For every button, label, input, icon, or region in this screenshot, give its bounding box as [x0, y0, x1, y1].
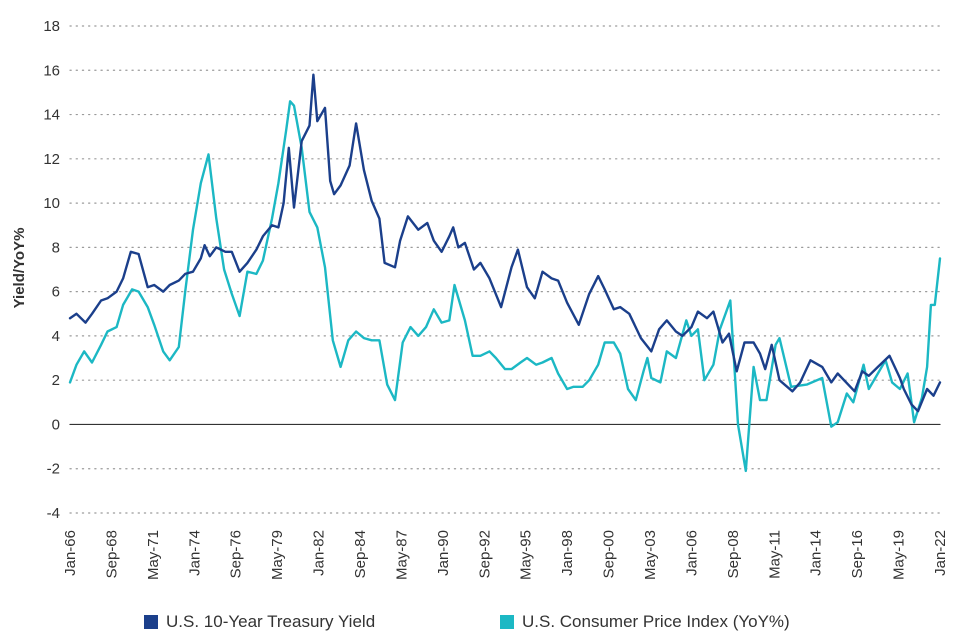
x-tick-label: Sep-16: [849, 530, 866, 578]
y-tick-label: 18: [43, 18, 60, 35]
gridlines: [69, 25, 941, 514]
line-chart: Yield/YoY% 18 16 14 12 10 8 6 4 2 0 -2 -4 Jan-66 Sep…: [11, 18, 949, 580]
x-tick-label: May-19: [891, 530, 908, 580]
y-tick-label: 14: [43, 107, 60, 124]
legend-label-treasury: U.S. 10-Year Treasury Yield: [166, 612, 376, 631]
legend-swatch-cpi: [500, 615, 514, 629]
x-tick-label: Jan-74: [186, 530, 203, 576]
x-tick-label: Jan-22: [932, 530, 949, 576]
legend-item-cpi: U.S. Consumer Price Index (YoY%): [500, 612, 790, 632]
x-tick-label: Sep-00: [601, 530, 618, 578]
series-lines: [68, 73, 942, 473]
x-tick-label: Sep-92: [476, 530, 493, 578]
y-tick-label: 2: [52, 372, 60, 389]
series-line-treasury-yield: [68, 73, 942, 413]
y-tick-label: 8: [52, 239, 60, 256]
y-tick-label: 12: [43, 151, 60, 168]
legend-swatch-treasury: [144, 615, 158, 629]
y-tick-label: 4: [52, 328, 60, 345]
legend-label-cpi: U.S. Consumer Price Index (YoY%): [522, 612, 790, 631]
x-tick-label: Jan-06: [683, 530, 700, 576]
x-tick-label: May-71: [145, 530, 162, 580]
legend: U.S. 10-Year Treasury Yield U.S. Consume…: [0, 612, 962, 638]
y-tick-label: -2: [47, 461, 60, 478]
series-line-cpi: [68, 100, 942, 473]
y-axis-label: Yield/YoY%: [11, 228, 28, 309]
y-tick-label: -4: [47, 505, 60, 522]
x-tick-labels: Jan-66 Sep-68 May-71 Jan-74 Sep-76 May-79 Jan-…: [62, 530, 949, 580]
x-tick-label: May-95: [518, 530, 535, 580]
y-tick-label: 0: [52, 416, 60, 433]
x-tick-label: Sep-84: [352, 530, 369, 578]
x-tick-label: May-03: [642, 530, 659, 580]
y-tick-label: 10: [43, 195, 60, 212]
y-tick-labels: 18 16 14 12 10 8 6 4 2 0 -2 -4: [43, 18, 60, 522]
x-tick-label: May-11: [766, 530, 783, 579]
legend-item-treasury: U.S. 10-Year Treasury Yield: [144, 612, 375, 632]
y-tick-label: 16: [43, 62, 60, 79]
x-tick-label: Jan-90: [435, 530, 452, 576]
y-tick-label: 6: [52, 284, 60, 301]
x-tick-label: Sep-68: [103, 530, 120, 578]
x-tick-label: May-79: [269, 530, 286, 580]
x-tick-label: Sep-76: [228, 530, 245, 578]
x-tick-label: Sep-08: [725, 530, 742, 578]
x-tick-label: Jan-66: [62, 530, 79, 576]
x-tick-label: May-87: [393, 530, 410, 580]
x-tick-label: Jan-98: [559, 530, 576, 576]
x-tick-label: Jan-14: [808, 530, 825, 576]
x-tick-label: Jan-82: [311, 530, 328, 576]
